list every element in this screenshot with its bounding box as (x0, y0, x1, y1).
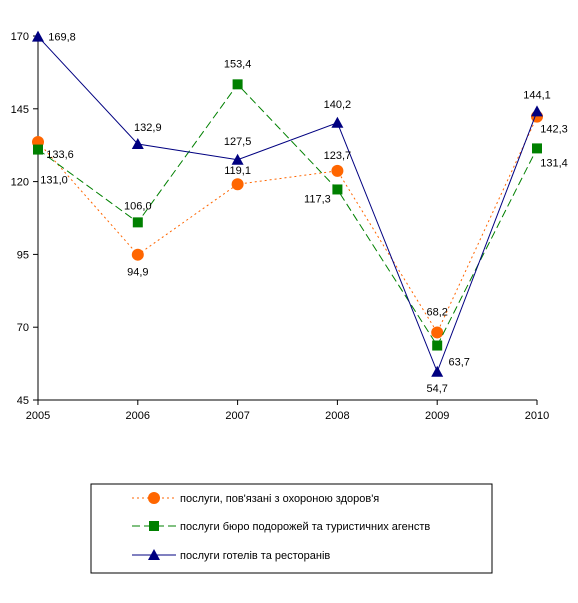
data-label: 169,8 (48, 32, 76, 44)
series-line (37, 83, 538, 347)
y-tick-label: 120 (11, 177, 29, 189)
data-point-triangle (531, 105, 543, 117)
data-label: 123,7 (324, 150, 352, 162)
series-line (37, 36, 538, 374)
legend-marker-square (149, 521, 159, 531)
data-point-circle (331, 164, 344, 177)
data-point-circle (131, 248, 144, 261)
legend: послуги, пов'язані з охороною здоров'я по… (90, 483, 493, 574)
data-point-triangle (331, 116, 344, 128)
data-label: 131,0 (40, 175, 68, 187)
data-point-square (132, 217, 143, 228)
data-point-square (332, 184, 343, 195)
chart-axes: 45 70 95 120 145 170 2005 2006 2007 2008 2009 2010 (11, 31, 550, 422)
legend-item-health-services: послуги, пов'язані з охороною здоров'я (132, 492, 379, 505)
data-point-square (532, 143, 542, 154)
legend-label: послуги бюро подорожей та туристичних аг… (180, 521, 430, 533)
data-label: 133,6 (46, 149, 74, 161)
data-point-square (33, 144, 43, 155)
x-tick-label: 2006 (126, 410, 150, 422)
series-hotel-restaurant-services (32, 30, 543, 377)
data-label: 68,2 (426, 306, 447, 318)
legend-item-travel-agency-services: послуги бюро подорожей та туристичних аг… (132, 521, 430, 533)
legend-item-hotel-restaurant-services: послуги готелів та ресторанів (132, 549, 330, 562)
data-point-triangle (231, 153, 244, 165)
data-label: 63,7 (448, 357, 469, 369)
x-tick-label: 2005 (26, 410, 50, 422)
data-label: 142,3 (540, 124, 568, 136)
data-label: 132,9 (134, 122, 162, 134)
data-label: 94,9 (127, 267, 148, 279)
x-tick-label: 2007 (225, 410, 249, 422)
legend-marker-circle (148, 492, 160, 504)
data-point-triangle (32, 30, 44, 42)
data-label: 117,3 (304, 193, 331, 205)
legend-marker-triangle (148, 549, 160, 560)
data-point-circle (431, 326, 444, 339)
data-point-square (232, 79, 243, 90)
legend-label: послуги, пов'язані з охороною здоров'я (180, 493, 379, 505)
data-label: 106,0 (124, 200, 152, 212)
data-label: 127,5 (224, 136, 252, 148)
y-tick-label: 45 (17, 395, 29, 407)
series-health-services (32, 110, 543, 339)
data-point-square (432, 340, 443, 351)
x-tick-label: 2008 (325, 410, 349, 422)
legend-label: послуги готелів та ресторанів (180, 550, 330, 562)
series-layer (32, 30, 543, 377)
y-tick-label: 170 (11, 31, 29, 43)
series-travel-agency-services (33, 79, 542, 351)
x-tick-label: 2009 (425, 410, 449, 422)
x-tick-label: 2010 (525, 410, 549, 422)
y-tick-label: 145 (11, 104, 29, 116)
data-label: 140,2 (324, 99, 352, 111)
data-point-triangle (431, 365, 444, 377)
series-line (37, 116, 538, 334)
data-label: 144,1 (523, 89, 551, 101)
data-label: 119,1 (224, 165, 251, 177)
y-tick-label: 95 (17, 249, 29, 261)
data-point-circle (231, 178, 244, 191)
data-point-triangle (131, 138, 144, 150)
y-tick-label: 70 (17, 322, 29, 334)
data-label: 153,4 (224, 58, 252, 70)
data-label: 131,4 (540, 157, 568, 169)
data-labels: 133,6 94,9 119,1 123,7 68,2 142,3 131,0 106,0 15… (40, 32, 568, 395)
data-label: 54,7 (426, 383, 447, 395)
